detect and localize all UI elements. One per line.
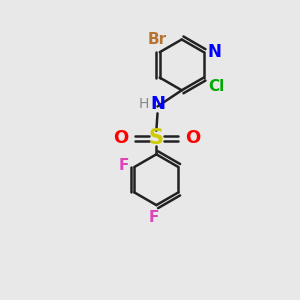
Text: F: F [119,158,129,173]
Text: N: N [207,43,221,61]
Text: S: S [149,128,164,148]
Text: O: O [113,129,128,147]
Text: Br: Br [148,32,167,47]
Text: F: F [148,210,159,225]
Text: O: O [184,129,200,147]
Text: N: N [151,95,166,113]
Text: Cl: Cl [208,79,224,94]
Text: H: H [139,97,149,111]
